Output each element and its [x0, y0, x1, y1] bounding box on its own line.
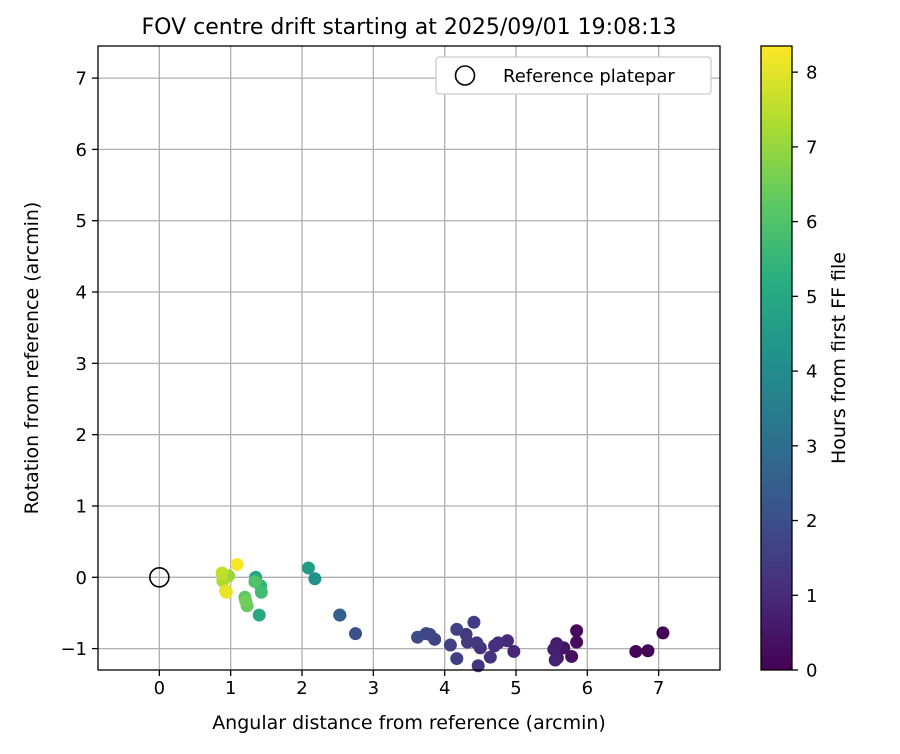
data-point: [450, 652, 464, 666]
colorbar-tick-label: 8: [806, 63, 817, 84]
colorbar-tick-label: 1: [806, 586, 817, 607]
plot-frame: [97, 45, 721, 671]
colorbar: 0 1 2 3 4 5 6 7 8 Hours from first FF file: [760, 45, 850, 682]
chart-title: FOV centre drift starting at 2025/09/01 …: [142, 15, 677, 40]
data-point: [254, 585, 268, 599]
data-point: [471, 659, 485, 673]
data-point: [507, 644, 521, 658]
y-tick-label: 6: [76, 140, 87, 161]
x-tick-label: 7: [653, 678, 664, 699]
colorbar-tick-label: 0: [806, 661, 817, 682]
y-tick-label: −1: [60, 639, 87, 660]
y-tick-label: 1: [76, 496, 87, 517]
colorbar-label: Hours from first FF file: [828, 252, 850, 464]
y-tick-label: 4: [76, 283, 87, 304]
x-tick-label: 6: [582, 678, 593, 699]
data-point: [547, 642, 561, 656]
grid: [98, 46, 720, 670]
colorbar-tick-label: 4: [806, 362, 817, 383]
x-axis-label: Angular distance from reference (arcmin): [212, 712, 606, 734]
data-point: [301, 561, 315, 575]
data-point: [349, 627, 363, 641]
colorbar-gradient: [760, 45, 793, 671]
data-point: [548, 653, 562, 667]
colorbar-tick-label: 6: [806, 212, 817, 233]
data-point: [629, 644, 643, 658]
data-point: [333, 608, 347, 622]
x-tick-label: 0: [154, 678, 165, 699]
x-tick-label: 1: [225, 678, 236, 699]
colorbar-ticks: 0 1 2 3 4 5 6 7 8: [792, 63, 817, 682]
data-points: [215, 557, 670, 673]
data-point: [565, 649, 579, 663]
data-point: [570, 624, 584, 638]
y-tick-label: 2: [76, 425, 87, 446]
y-axis-ticks: −1 0 1 2 3 4 5 6 7: [60, 69, 98, 660]
colorbar-tick-label: 5: [806, 287, 817, 308]
data-point: [252, 608, 266, 622]
data-point: [470, 636, 484, 650]
data-point: [656, 626, 670, 640]
y-tick-label: 7: [76, 69, 87, 90]
data-point: [483, 650, 497, 664]
x-tick-label: 4: [439, 678, 450, 699]
data-point: [248, 575, 262, 589]
colorbar-tick-label: 3: [806, 436, 817, 457]
data-point: [488, 639, 502, 653]
y-tick-label: 0: [76, 568, 87, 589]
colorbar-tick-label: 2: [806, 511, 817, 532]
legend-label: Reference platepar: [503, 66, 675, 87]
data-point: [641, 644, 655, 658]
legend-box: [435, 56, 712, 95]
data-point: [215, 566, 229, 580]
data-point: [411, 630, 425, 644]
legend-reference-marker: [454, 65, 476, 86]
data-point: [239, 594, 253, 608]
x-tick-label: 2: [296, 678, 307, 699]
data-point: [308, 572, 322, 586]
y-axis-label: Rotation from reference (arcmin): [21, 202, 43, 515]
colorbar-tick-label: 7: [806, 137, 817, 158]
reference-platepar-marker: [149, 566, 170, 588]
y-tick-label: 5: [76, 211, 87, 232]
x-tick-label: 5: [510, 678, 521, 699]
y-tick-label: 3: [76, 354, 87, 375]
data-point: [467, 615, 481, 629]
data-point: [219, 585, 233, 599]
data-point: [230, 557, 244, 571]
legend: Reference platepar: [435, 56, 712, 95]
data-point: [443, 638, 457, 652]
x-tick-label: 3: [368, 678, 379, 699]
data-point: [570, 635, 584, 649]
data-point: [450, 622, 464, 636]
x-axis-ticks: 0 1 2 3 4 5 6 7: [154, 670, 664, 699]
